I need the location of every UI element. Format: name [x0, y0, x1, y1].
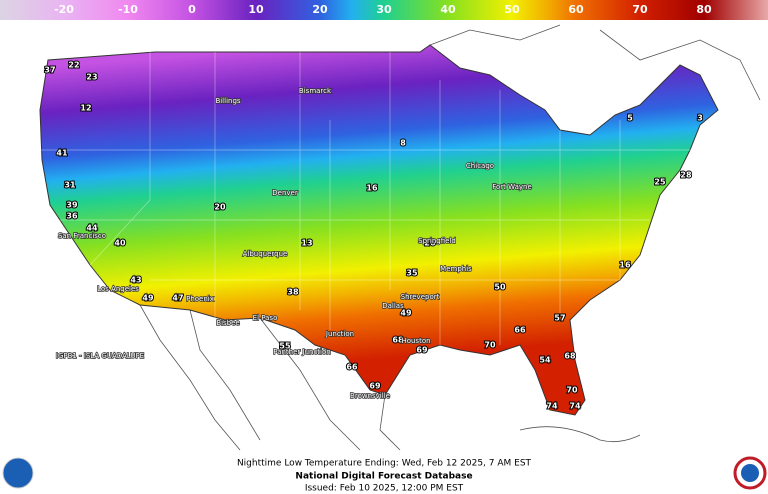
place-label: Memphis — [440, 265, 472, 273]
place-label: Fort Wayne — [492, 183, 532, 191]
caption-title: National Digital Forecast Database — [295, 472, 472, 482]
noaa-logo — [2, 457, 34, 489]
temperature-label: 25 — [654, 178, 666, 187]
temperature-label: 37 — [44, 66, 55, 75]
place-label: Billings — [215, 97, 240, 105]
legend-tick-label: 60 — [568, 3, 584, 16]
caption-line: Nighttime Low Temperature Ending: Wed, F… — [237, 459, 532, 469]
place-label: Shreveport — [401, 293, 440, 301]
temperature-label: 13 — [301, 239, 312, 248]
temperature-label: 68 — [392, 336, 404, 345]
temperature-label: 50 — [494, 283, 506, 292]
temperature-label: 69 — [369, 382, 381, 391]
conus — [39, 44, 719, 416]
place-label: Bisbee — [216, 319, 239, 327]
place-label: Phoenix — [186, 295, 214, 303]
place-label: Dallas — [382, 302, 404, 310]
place-label: El Paso — [253, 314, 278, 322]
temperature-label: 16 — [366, 184, 378, 193]
place-label: Denver — [272, 189, 298, 197]
temperature-label: 3 — [697, 114, 703, 123]
state-lines — [40, 52, 700, 345]
temperature-label: 26 — [424, 239, 436, 248]
temperature-label: 74 — [569, 402, 581, 411]
legend-tick-label: 80 — [696, 3, 712, 16]
place-label: Albuquerque — [243, 250, 288, 258]
temperature-label: 70 — [484, 341, 496, 350]
legend-tick-label: 30 — [376, 3, 392, 16]
legend-tick-label: -20 — [54, 3, 74, 16]
place-label: Bismarck — [299, 87, 332, 95]
place-label: Springfield — [418, 237, 456, 245]
legend-bar — [0, 0, 768, 20]
nws-logo-center — [741, 464, 759, 482]
temperature-label: 41 — [56, 149, 68, 158]
temperature-label: 23 — [86, 73, 97, 82]
temperature-label: 57 — [554, 314, 565, 323]
temperature-label: 31 — [64, 181, 76, 190]
temperature-label: 70 — [566, 386, 578, 395]
temperature-label: 54 — [539, 356, 551, 365]
caption-line: Issued: Feb 10 2025, 12:00 PM EST — [305, 484, 464, 494]
temperature-label: 49 — [400, 309, 412, 318]
temperature-label: 40 — [114, 239, 126, 248]
temperature-label: 36 — [66, 212, 78, 221]
legend-tick-label: 40 — [440, 3, 456, 16]
place-label: Junction — [325, 330, 354, 338]
temperature-label: 43 — [130, 276, 141, 285]
temperature-label: 66 — [346, 363, 358, 372]
temperature-label: 44 — [86, 224, 98, 233]
place-label: San Francisco — [58, 232, 106, 240]
temperature-label: 55 — [279, 342, 291, 351]
legend-tick-label: 20 — [312, 3, 328, 16]
temperature-label: 28 — [680, 171, 692, 180]
temperature-label: 49 — [142, 294, 154, 303]
temperature-label: 66 — [514, 326, 526, 335]
temperature-label: 12 — [80, 104, 91, 113]
temperature-label: 16 — [619, 261, 631, 270]
legend-tick-label: 70 — [632, 3, 648, 16]
temperature-label: 39 — [66, 201, 78, 210]
legend-tick-label: 10 — [248, 3, 264, 16]
temperature-label: 47 — [172, 294, 183, 303]
neighbor-outlines — [139, 24, 761, 451]
temperature-label: 8 — [400, 139, 406, 148]
temperature-label: 20 — [214, 203, 226, 212]
legend-tick-label: 0 — [188, 3, 196, 16]
place-label: Brownsville — [350, 392, 390, 400]
legend-tick-label: -10 — [118, 3, 138, 16]
temperature-label: 5 — [627, 114, 633, 123]
legend-tick-label: 50 — [504, 3, 520, 16]
temperature-label: 69 — [416, 346, 428, 355]
temperature-label: 22 — [68, 61, 79, 70]
temperature-label: 35 — [406, 269, 418, 278]
place-label: Chicago — [466, 162, 494, 170]
place-label: Panther Junction — [273, 348, 330, 356]
temperature-label: 68 — [564, 352, 576, 361]
place-label: Los Angeles — [97, 285, 139, 293]
place-label: IGPB1 - ISLA GUADALUPE — [56, 352, 144, 360]
place-label: Houston — [401, 337, 430, 345]
temperature-label: 74 — [546, 402, 558, 411]
temperature-label: 38 — [287, 288, 299, 297]
